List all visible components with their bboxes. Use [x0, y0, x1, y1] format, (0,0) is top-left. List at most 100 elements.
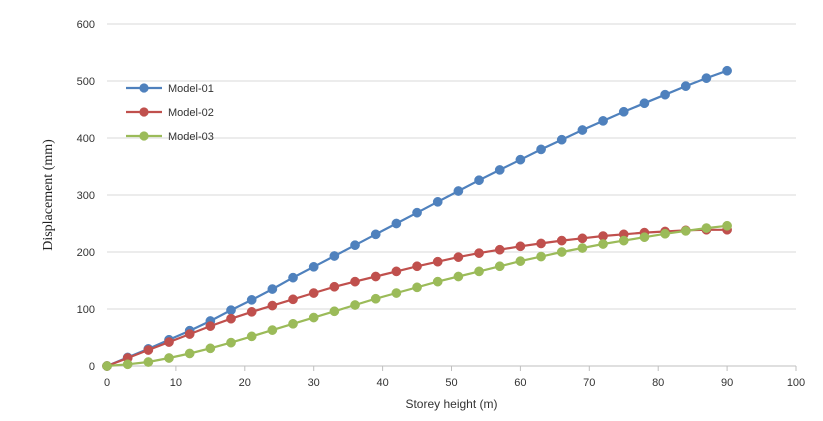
data-point [164, 337, 174, 347]
data-point [453, 252, 464, 262]
data-point [288, 294, 298, 305]
data-point [556, 247, 567, 257]
data-point [432, 276, 443, 287]
data-point [556, 134, 567, 145]
data-point [474, 175, 484, 186]
data-point [556, 235, 567, 246]
data-point [639, 98, 650, 109]
data-point [143, 357, 154, 367]
data-point [701, 73, 712, 84]
data-point [494, 244, 505, 255]
data-point [308, 312, 319, 323]
data-point [246, 295, 257, 305]
data-point [598, 116, 608, 126]
data-point [618, 106, 629, 117]
data-point [494, 165, 505, 175]
data-point [598, 239, 608, 249]
data-point [412, 207, 422, 218]
series-line [106, 228, 728, 368]
x-tick-label: 0 [104, 377, 110, 389]
data-point [370, 229, 381, 240]
data-point [391, 288, 402, 298]
x-tick-label: 40 [376, 377, 388, 389]
data-point [412, 282, 422, 293]
data-point [184, 348, 195, 359]
data-point [267, 284, 278, 294]
data-point [639, 232, 650, 243]
data-point [412, 261, 422, 272]
y-tick-label: 200 [77, 247, 95, 259]
data-point [494, 261, 505, 272]
legend-item: Model-01 [126, 83, 214, 95]
data-point [515, 154, 526, 165]
x-tick-label: 90 [721, 377, 733, 389]
legend-label: Model-01 [168, 83, 214, 95]
x-tick-label: 100 [787, 377, 805, 389]
data-point [660, 228, 670, 239]
legend-marker [139, 83, 149, 93]
data-point [329, 251, 340, 261]
data-point [577, 125, 588, 135]
data-point [536, 144, 546, 155]
data-point [205, 321, 216, 331]
data-point [308, 261, 319, 272]
legend-item: Model-03 [126, 131, 214, 143]
data-point [391, 266, 402, 277]
y-axis-title: Displacement (mm) [41, 139, 56, 251]
x-tick-label: 30 [308, 377, 320, 389]
data-point [164, 353, 174, 363]
data-point [246, 331, 257, 342]
data-point [722, 65, 732, 76]
data-point [577, 233, 588, 244]
data-point [329, 281, 340, 292]
legend-marker [139, 131, 149, 141]
data-point [453, 186, 464, 196]
data-point [701, 223, 712, 233]
data-point [370, 271, 381, 282]
y-tick-label: 600 [77, 19, 95, 31]
x-axis-title: Storey height (m) [405, 397, 497, 411]
series-model-03 [102, 220, 732, 371]
data-point [122, 359, 133, 370]
data-point [536, 251, 546, 262]
data-point [246, 307, 257, 317]
data-point [536, 238, 546, 249]
data-point [432, 196, 443, 207]
series-lines [102, 65, 732, 371]
legend-marker [139, 107, 149, 117]
x-tick-label: 20 [239, 377, 251, 389]
x-tick-label: 60 [514, 377, 526, 389]
data-point [226, 313, 236, 324]
series-model-01 [102, 65, 732, 371]
data-point [474, 248, 484, 258]
x-tick-label: 50 [445, 377, 457, 389]
data-point [288, 318, 298, 329]
x-tick-label: 80 [652, 377, 664, 389]
data-point [474, 266, 484, 277]
data-point [143, 345, 154, 355]
data-point [350, 240, 360, 251]
y-tick-label: 100 [77, 304, 95, 316]
data-point [184, 329, 195, 339]
series-line [106, 224, 728, 368]
data-point [350, 276, 360, 287]
x-tick-label: 70 [583, 377, 595, 389]
y-tick-label: 300 [77, 190, 95, 202]
data-point [370, 293, 381, 304]
data-point [308, 288, 319, 298]
data-point [432, 256, 443, 267]
data-point [288, 272, 298, 283]
data-point [453, 271, 464, 282]
data-point [680, 81, 691, 91]
data-point [660, 89, 670, 100]
y-tick-label: 0 [89, 361, 95, 373]
axes: 0 100 200 300 400 500 600 0 10 20 30 40 50 60 70 80 90 10… [77, 19, 806, 389]
data-point [722, 220, 732, 231]
data-point [205, 343, 216, 354]
data-point [226, 337, 236, 348]
series-model-02 [102, 224, 732, 371]
gridlines [107, 23, 796, 310]
data-point [577, 243, 588, 253]
y-tick-label: 500 [77, 76, 95, 88]
